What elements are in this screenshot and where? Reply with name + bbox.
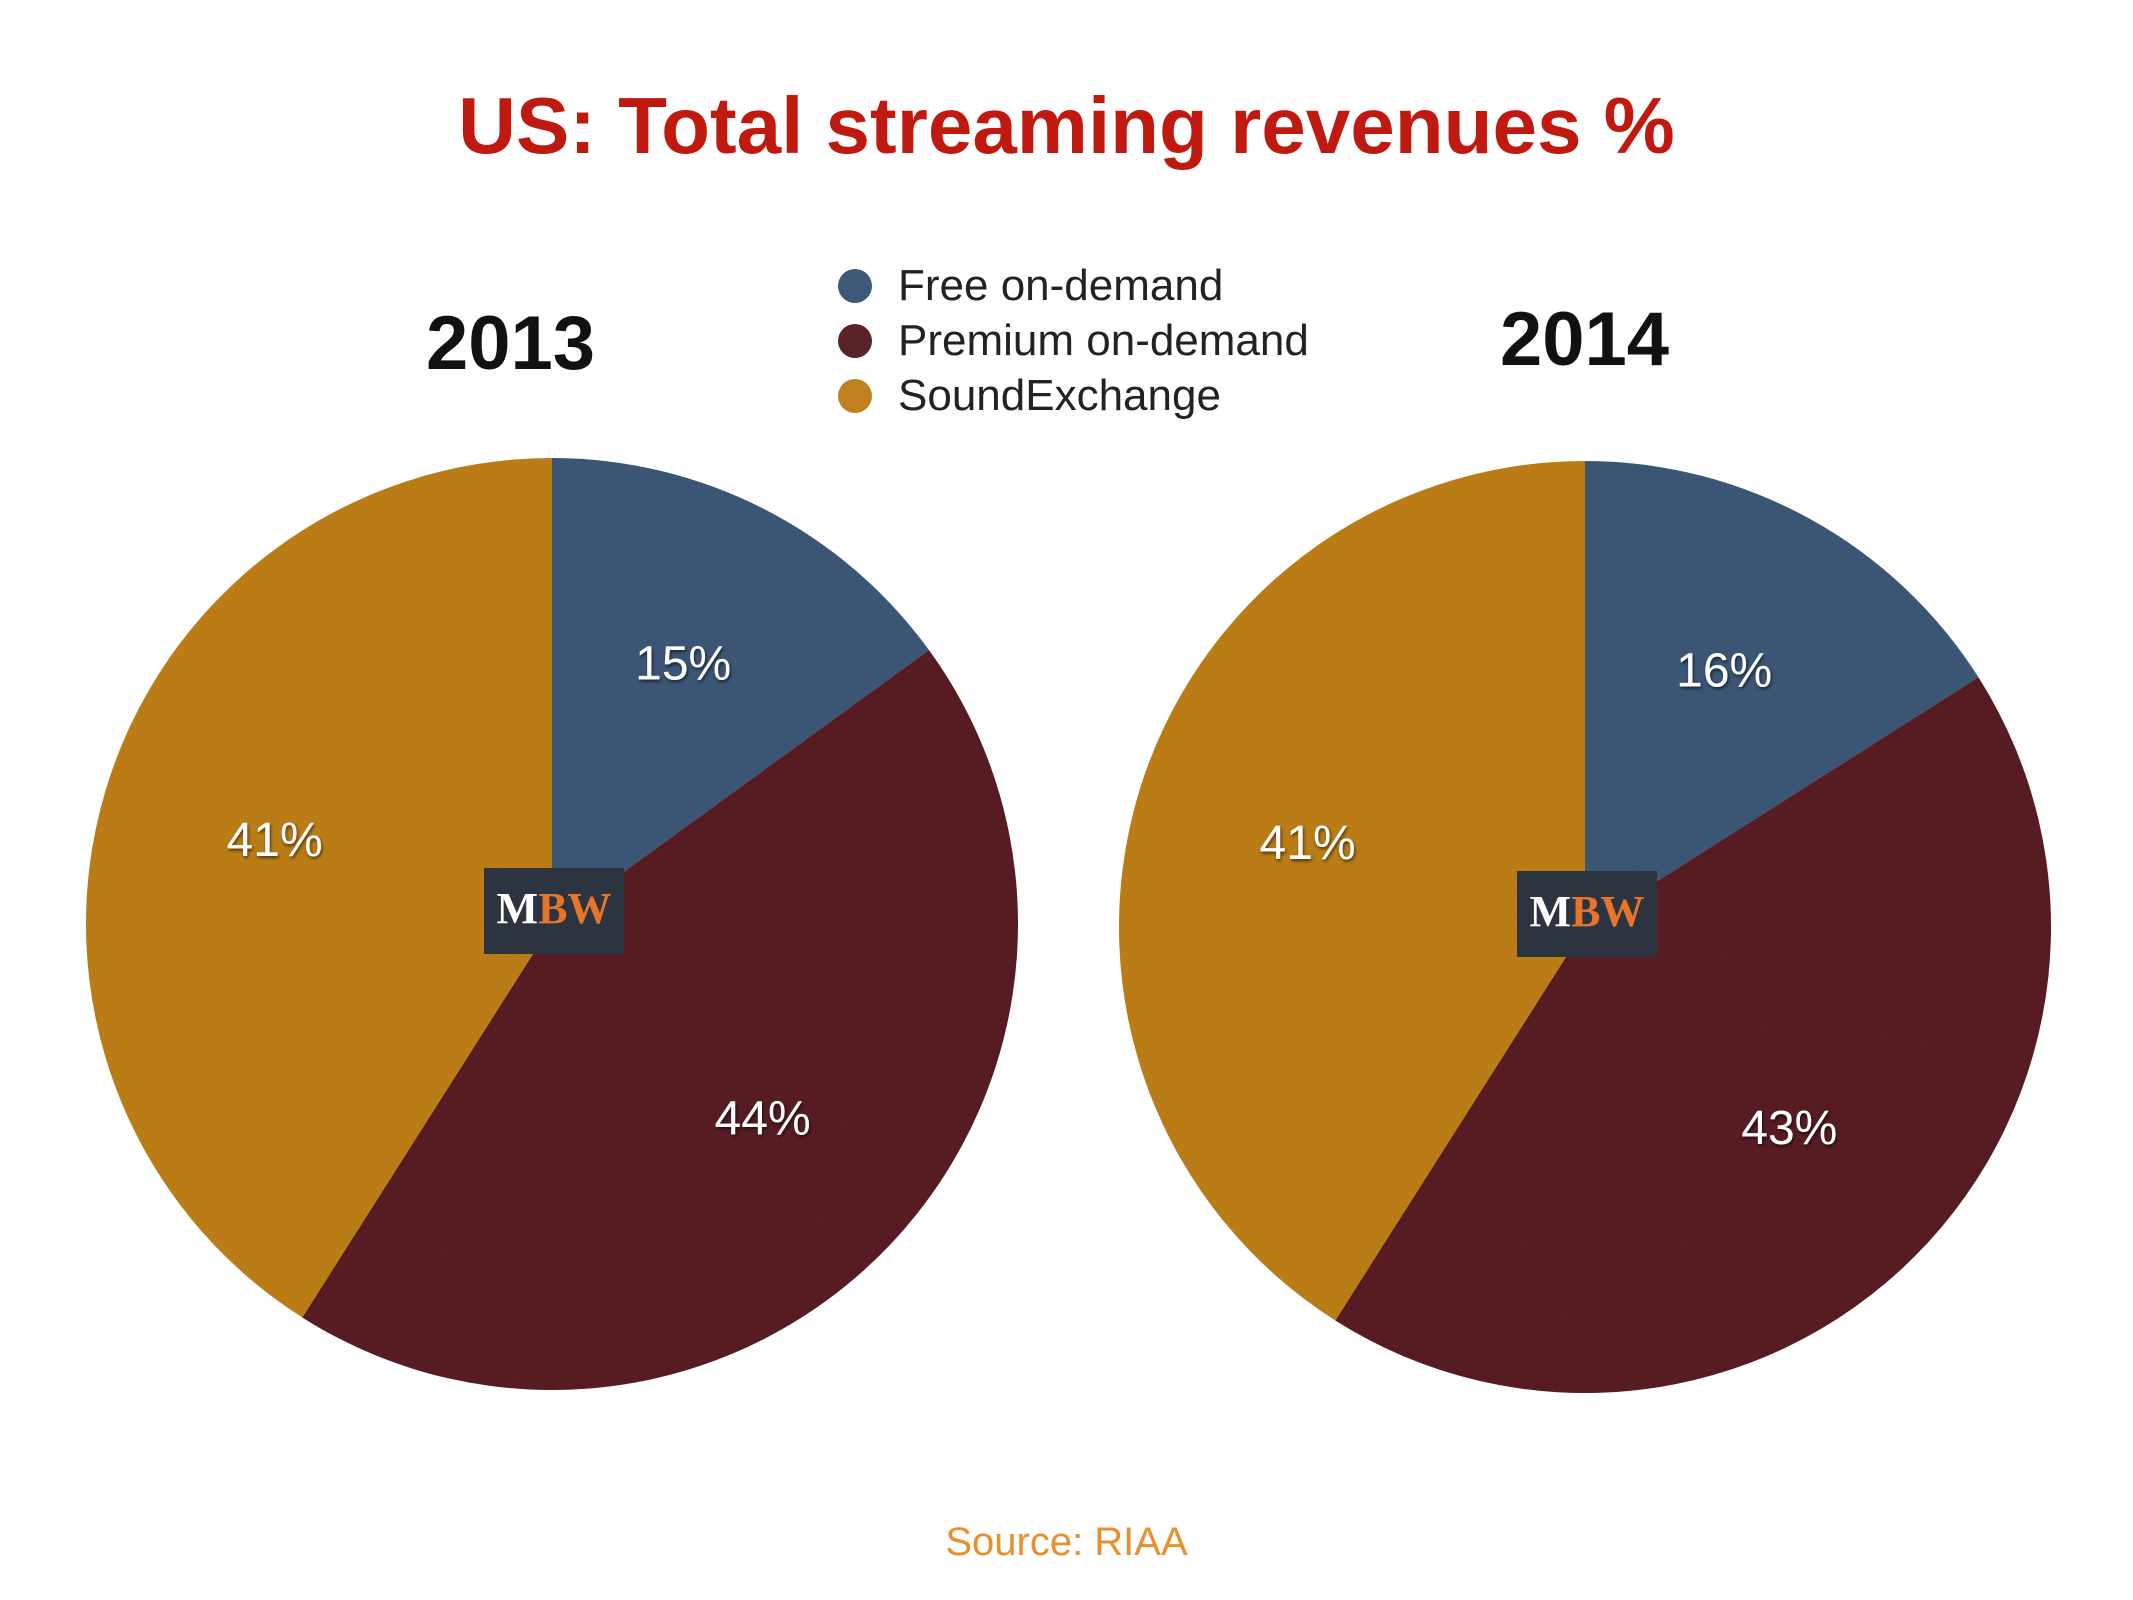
pie-2013: 15% 44% 41% MBW — [85, 458, 1019, 1391]
legend-label-soundexchange: SoundExchange — [898, 370, 1221, 420]
legend: Free on-demand Premium on-demand SoundEx… — [838, 258, 1309, 423]
svg-text:MBW: MBW — [1530, 887, 1645, 936]
slice-2014-soundexchange — [1118, 461, 1585, 1321]
mbw-logo-2014: MBW — [1517, 871, 1657, 957]
slice-2014-premium-on-demand — [1335, 677, 2052, 1394]
slice-2013-free-on-demand — [552, 458, 929, 924]
slice-label-2013-soundexchange: 41% — [227, 814, 323, 867]
slice-label-2013-premium-on-demand: 44% — [715, 1092, 811, 1145]
legend-swatch-premium-on-demand — [838, 323, 872, 358]
slice-label-2013-free-on-demand: 15% — [635, 637, 731, 690]
pie-2014-title: 2014 — [1500, 297, 1670, 382]
slice-label-2014-soundexchange: 41% — [1260, 817, 1356, 870]
pie-2013-title: 2013 — [426, 301, 596, 386]
chart-title: US: Total streaming revenues % — [458, 81, 1675, 170]
legend-swatch-soundexchange — [838, 378, 872, 413]
legend-swatch-free-on-demand — [838, 268, 872, 303]
slice-2013-premium-on-demand — [302, 650, 1019, 1391]
legend-label-free-on-demand: Free on-demand — [898, 260, 1224, 310]
source-note: Source: RIAA — [945, 1520, 1188, 1564]
slice-label-2014-premium-on-demand: 43% — [1741, 1102, 1837, 1155]
legend-label-premium-on-demand: Premium on-demand — [898, 315, 1309, 365]
slice-2014-free-on-demand — [1585, 460, 1979, 927]
legend-item-soundexchange: SoundExchange — [838, 368, 1309, 423]
legend-item-premium-on-demand: Premium on-demand — [838, 313, 1309, 368]
pie-2014: 16% 43% 41% MBW — [1118, 460, 2052, 1394]
slice-label-2014-free-on-demand: 16% — [1676, 644, 1772, 697]
mbw-logo-2013: MBW — [484, 868, 624, 954]
svg-text:MBW: MBW — [497, 884, 612, 933]
legend-item-free-on-demand: Free on-demand — [838, 258, 1309, 313]
slice-2013-soundexchange — [85, 458, 553, 1318]
